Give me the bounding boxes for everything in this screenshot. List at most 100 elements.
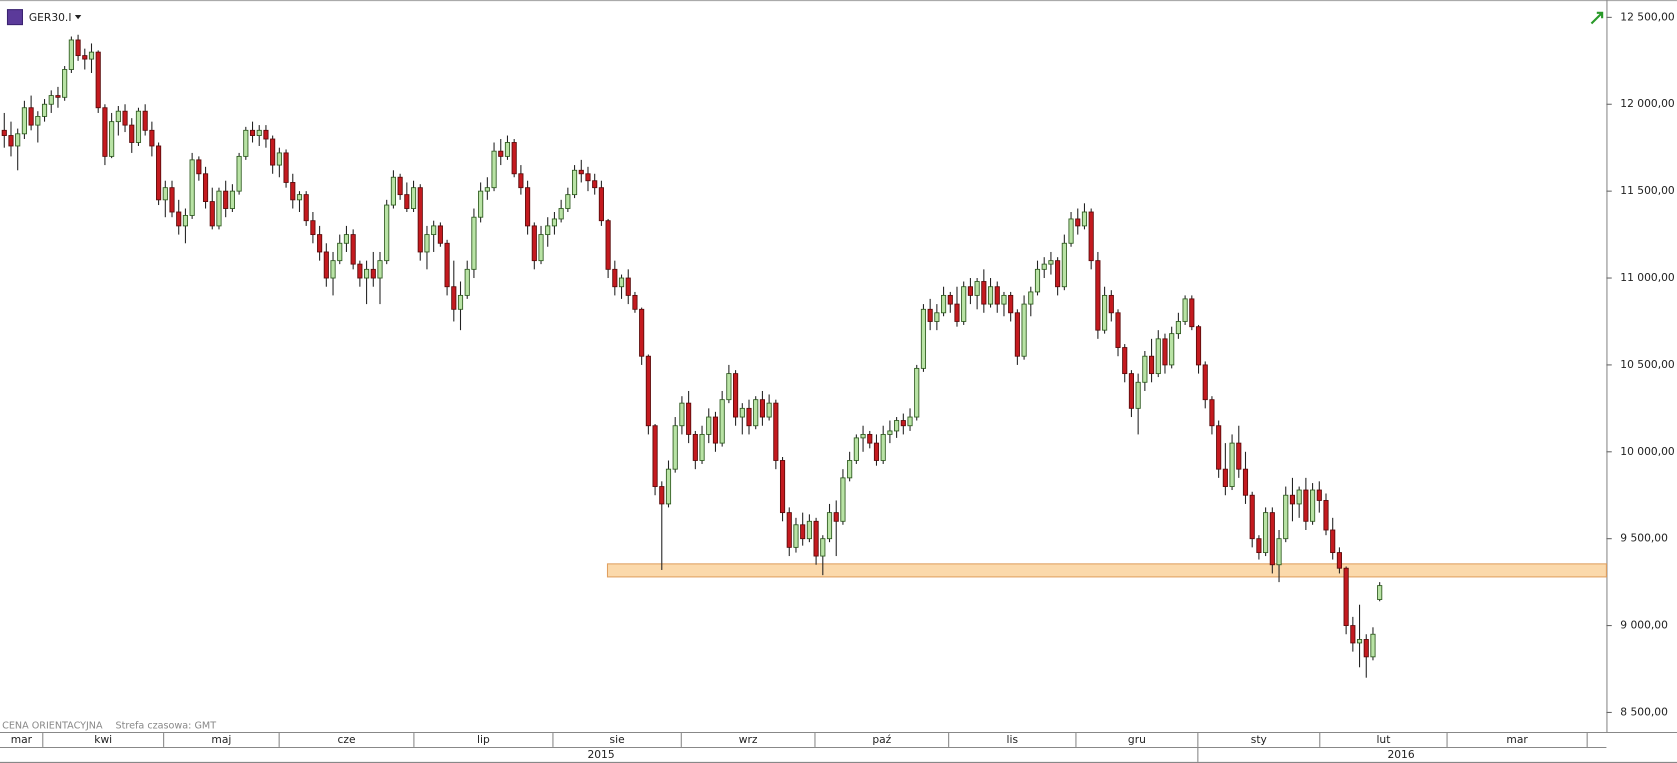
candle-body (323, 251, 329, 279)
candle-body (1061, 242, 1067, 288)
candle-body (337, 242, 343, 262)
candle-body (310, 220, 316, 236)
candle-body (1242, 468, 1249, 496)
candle-body (941, 294, 947, 314)
candle-body (639, 308, 645, 357)
candle-body (753, 399, 759, 427)
candle-body (1202, 364, 1208, 401)
candle-body (867, 433, 873, 444)
candle-body (444, 242, 450, 288)
y-tick-label: 12 500,00 (1620, 10, 1675, 23)
candle-body (35, 115, 41, 126)
y-tick-label: 10 000,00 (1620, 445, 1675, 458)
candle-body (21, 107, 27, 135)
candle-body (894, 420, 900, 432)
candle-body (1135, 381, 1141, 409)
candle-body (585, 173, 591, 182)
candle-body (733, 373, 739, 418)
trend-icon[interactable] (1590, 11, 1604, 25)
candle-body (296, 194, 303, 201)
candle-body (82, 55, 88, 60)
candle-body (364, 268, 370, 279)
candle-body (317, 234, 323, 253)
candle-body (994, 286, 1000, 305)
candle-body (1148, 355, 1155, 375)
candle-body (598, 187, 604, 222)
candle-body (1095, 260, 1101, 331)
candle-body (625, 277, 631, 296)
timezone-note: Strefa czasowa: GMT (116, 721, 217, 732)
candle-body (504, 142, 511, 157)
candle-body (343, 234, 350, 244)
candle-body (1236, 442, 1242, 470)
month-label: sty (1251, 733, 1267, 746)
candle-body (773, 402, 779, 461)
candle-body (558, 208, 564, 220)
candle-body (645, 355, 651, 427)
candle-body (806, 520, 812, 540)
candle-body (142, 110, 148, 131)
month-label: mar (11, 733, 33, 746)
candle-body (182, 215, 188, 227)
candle-body (62, 69, 68, 98)
candle-body (1068, 218, 1074, 244)
candle-body (202, 173, 209, 202)
candle-body (578, 169, 584, 175)
candle-body (652, 425, 658, 487)
candle-body (417, 187, 423, 253)
month-label: paź (872, 733, 891, 746)
candle-body (330, 260, 336, 279)
candle-body (947, 294, 953, 305)
candle-body (920, 308, 927, 369)
symbol-selector[interactable]: GER30.I (6, 9, 82, 26)
candle-body (1209, 399, 1215, 427)
candle-body (1377, 585, 1383, 600)
candle-body (1350, 625, 1356, 644)
month-label: lis (1007, 733, 1019, 746)
candle-body (746, 407, 752, 427)
candle-body (464, 268, 470, 296)
y-tick-label: 10 500,00 (1620, 358, 1675, 371)
candle-body (1081, 211, 1088, 227)
price-note: CENA ORIENTACYJNA (2, 721, 103, 732)
candle-body (1276, 538, 1282, 566)
candle-body (390, 176, 396, 206)
candle-body (1229, 442, 1235, 487)
candle-body (1162, 338, 1168, 366)
candle-body (538, 234, 544, 262)
candle-body (303, 194, 309, 222)
candle-body (592, 180, 598, 189)
candle-body (1055, 260, 1061, 288)
month-label: wrz (739, 733, 758, 746)
candle-body (726, 373, 732, 401)
candle-body (243, 129, 249, 157)
candle-body (431, 225, 437, 236)
month-label: kwi (94, 733, 112, 746)
candle-body (873, 442, 880, 461)
candle-body (1001, 294, 1007, 305)
candle-body (1296, 489, 1302, 505)
y-tick-label: 12 000,00 (1620, 97, 1675, 110)
candle-body (1216, 425, 1222, 470)
candle-body (115, 110, 121, 123)
candle-body (665, 468, 672, 505)
candle-body (887, 430, 893, 435)
candle-body (357, 263, 363, 279)
candle-body (1142, 355, 1148, 383)
candle-body (679, 402, 685, 427)
candle-body (457, 294, 464, 310)
month-label: lip (477, 733, 490, 746)
candle-body (404, 194, 410, 209)
candle-body (236, 155, 242, 192)
candle-body (659, 486, 665, 505)
candle-body (545, 225, 551, 236)
candle-body (1249, 494, 1255, 540)
candle-body (686, 402, 692, 435)
candle-body (55, 95, 61, 98)
candle-body (853, 437, 859, 461)
candle-body (370, 268, 376, 279)
candle-body (1169, 333, 1175, 366)
candle-body (880, 433, 886, 461)
candle-body (1122, 347, 1128, 375)
